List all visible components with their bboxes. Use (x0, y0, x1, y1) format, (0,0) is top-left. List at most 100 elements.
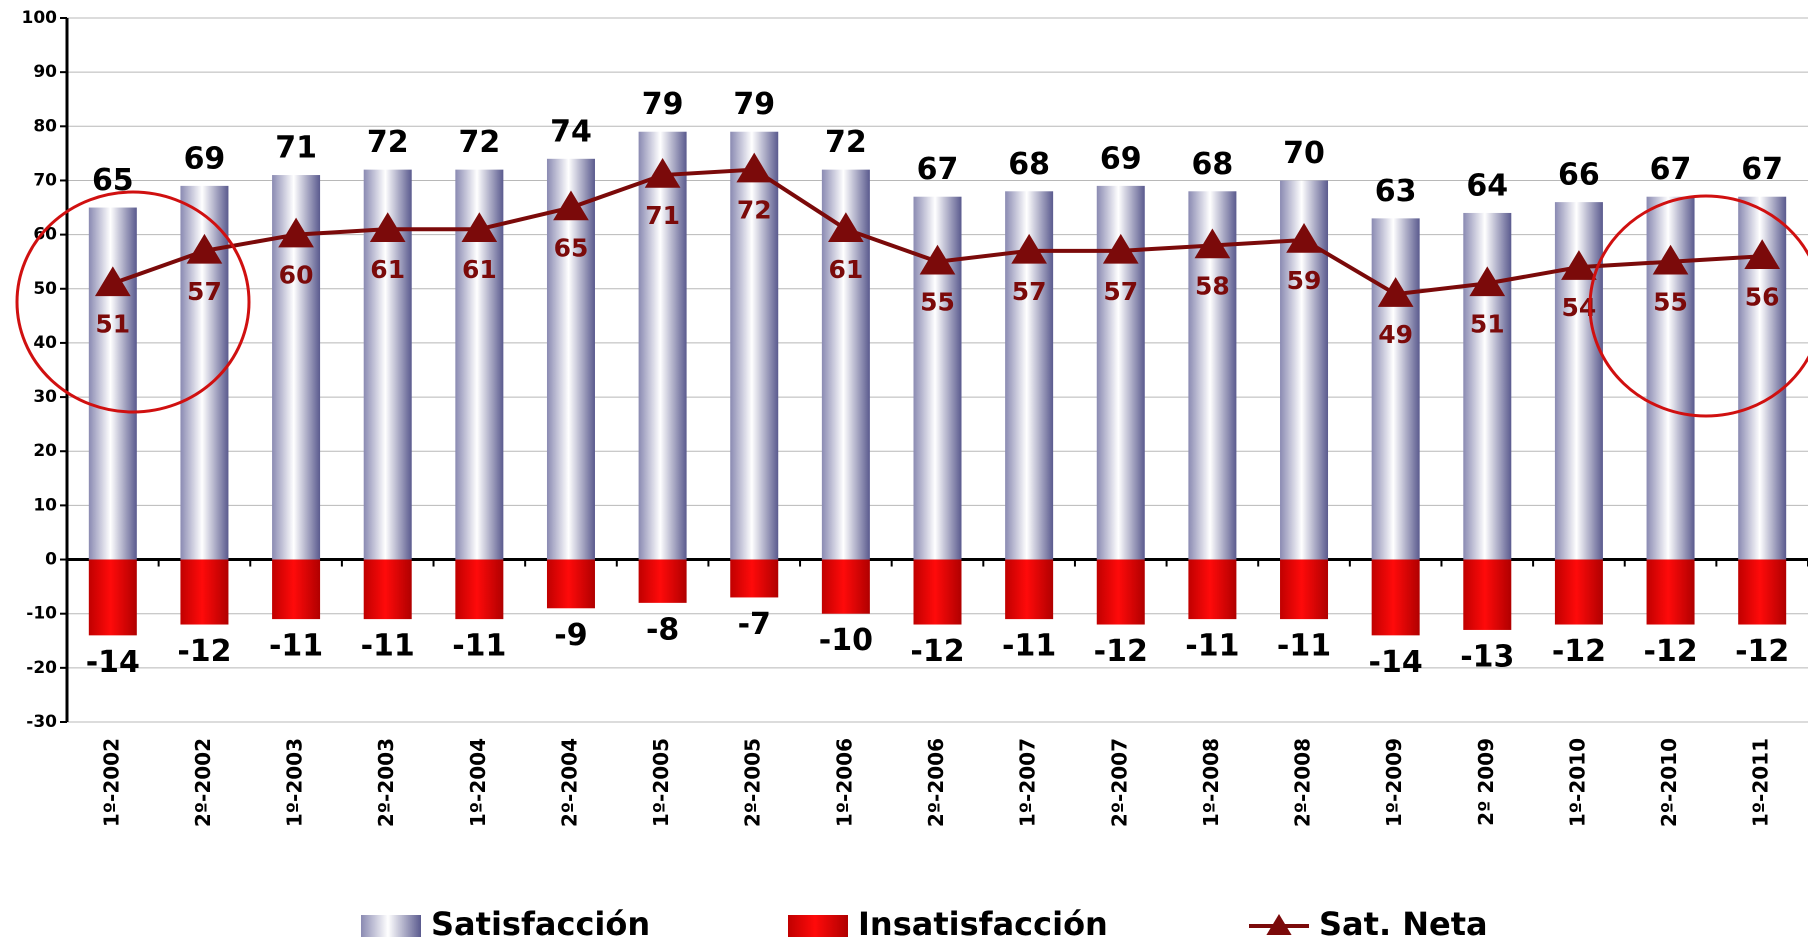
x-tick-label: 2º-2008 (1291, 738, 1315, 827)
data-label: 79 (733, 87, 775, 122)
x-tick-label: 2º-2006 (924, 738, 948, 827)
data-label: -11 (1185, 629, 1239, 664)
bar (1738, 559, 1787, 625)
data-label: 67 (1741, 152, 1783, 187)
data-label: -10 (819, 623, 873, 658)
marker (553, 190, 589, 221)
y-tick-label: 100 (22, 8, 58, 28)
data-label: 58 (1195, 271, 1230, 300)
y-tick-label: 40 (33, 333, 57, 353)
data-label: -11 (1277, 629, 1331, 664)
data-label: -12 (910, 634, 964, 669)
data-label: 72 (367, 125, 409, 160)
data-label: 51 (95, 309, 130, 338)
x-tick-label: 1º-2011 (1749, 738, 1773, 827)
data-label: 68 (1192, 147, 1234, 182)
data-label: 51 (1470, 309, 1505, 338)
y-tick-label: 70 (33, 170, 57, 190)
data-label: 67 (1650, 152, 1692, 187)
marker (1744, 239, 1781, 270)
marker (369, 212, 406, 242)
data-label: 64 (1466, 168, 1508, 203)
data-label: -7 (738, 607, 771, 642)
data-label: -12 (1735, 634, 1789, 669)
x-tick-label: 2º-2010 (1657, 738, 1681, 827)
marker (461, 212, 498, 242)
legend-marker (1266, 914, 1292, 935)
bar (638, 131, 687, 560)
bar (821, 559, 870, 614)
data-label: 72 (458, 125, 500, 160)
marker (1377, 277, 1414, 307)
data-label: -12 (1643, 634, 1697, 669)
data-label: 79 (642, 87, 684, 122)
y-tick-label: 20 (33, 441, 57, 461)
x-tick-label: 2º-2004 (557, 738, 581, 827)
marker (1194, 228, 1231, 259)
data-label: 68 (1008, 147, 1050, 182)
x-tick-label: 2º-2002 (191, 738, 215, 827)
bar (1371, 559, 1420, 636)
data-label: 55 (920, 288, 955, 317)
marker (1286, 223, 1322, 253)
data-label: 55 (1653, 288, 1688, 317)
data-label: 49 (1378, 320, 1413, 349)
x-tick-label: 2º 2009 (1474, 738, 1498, 826)
bar (363, 559, 412, 620)
y-tick-label: -30 (26, 712, 57, 732)
data-label: -9 (554, 618, 587, 653)
x-tick-label: 2º-2003 (374, 738, 398, 827)
bar (1554, 559, 1603, 625)
marker (828, 212, 864, 242)
marker (1561, 250, 1597, 280)
x-tick-label: 2º-2007 (1107, 738, 1131, 827)
data-label: 67 (917, 152, 959, 187)
data-label: -12 (1094, 634, 1148, 669)
highlight-circle (1588, 194, 1808, 418)
data-label: 57 (187, 277, 222, 306)
y-tick-label: 30 (33, 387, 57, 407)
x-tick-label: 1º-2007 (1016, 738, 1040, 827)
data-label: -8 (646, 612, 679, 647)
x-tick-label: 1º-2009 (1382, 738, 1406, 827)
data-label: -12 (1552, 634, 1606, 669)
highlight-circle (15, 190, 251, 414)
data-label: 63 (1375, 174, 1417, 209)
data-label: 70 (1283, 136, 1325, 171)
data-label: 59 (1287, 266, 1322, 295)
marker (644, 158, 681, 188)
marker (1469, 266, 1506, 297)
bar (1188, 559, 1237, 620)
marker (1652, 244, 1689, 275)
bar (1646, 559, 1695, 625)
data-label: -11 (452, 629, 506, 664)
y-tick-label: -20 (26, 658, 57, 678)
bar (1463, 212, 1512, 560)
bar (455, 559, 504, 620)
data-label: 57 (1012, 277, 1047, 306)
marker (278, 217, 314, 248)
bar (88, 559, 137, 636)
data-label: -12 (177, 634, 231, 669)
x-tick-label: 2º-2005 (741, 738, 765, 827)
data-label: 65 (554, 234, 589, 263)
data-label: 71 (275, 131, 317, 166)
marker (919, 244, 956, 275)
bar (638, 559, 687, 603)
data-label: 69 (184, 141, 226, 176)
legend-label: Sat. Neta (1319, 905, 1488, 942)
bar (1371, 218, 1420, 560)
y-tick-label: 90 (33, 62, 57, 82)
data-label: 71 (645, 201, 680, 230)
y-tick-label: 0 (45, 550, 57, 570)
legend-swatch (361, 915, 421, 937)
data-label: -11 (361, 629, 415, 664)
bar (88, 207, 137, 560)
data-label: 57 (1103, 277, 1138, 306)
data-label: -11 (269, 629, 323, 664)
bar (730, 559, 779, 598)
bar (272, 559, 321, 620)
data-label: 72 (737, 196, 772, 225)
bar (180, 559, 229, 625)
